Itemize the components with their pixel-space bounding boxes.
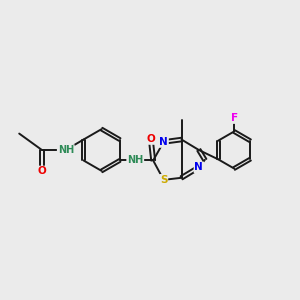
Text: O: O (38, 167, 46, 176)
Text: NH: NH (127, 155, 143, 166)
Text: N: N (159, 137, 168, 147)
Text: F: F (230, 113, 238, 123)
Text: S: S (160, 175, 167, 185)
Text: O: O (146, 134, 155, 144)
Text: N: N (194, 162, 203, 172)
Text: NH: NH (58, 145, 74, 155)
